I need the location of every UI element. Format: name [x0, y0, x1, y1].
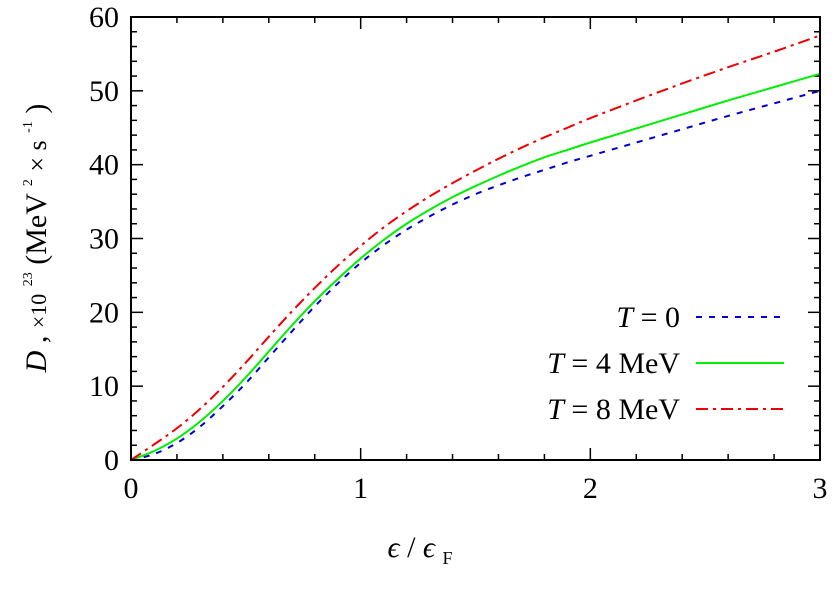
y-label-close: ) [20, 104, 53, 114]
y-tick-label: 60 [89, 1, 119, 34]
x-tick-label: 1 [353, 472, 368, 505]
lines-layer [130, 34, 821, 461]
x-tick-label: 0 [124, 472, 139, 505]
y-tick-label: 30 [89, 223, 119, 256]
x-tick-label: 2 [583, 472, 598, 505]
x-tick-label: 3 [813, 472, 828, 505]
y-label-comma: , [20, 336, 53, 344]
y-tick-label: 20 [89, 296, 119, 329]
y-axis-label: D , ×10 23 (MeV 2 × s -1 ) [6, 104, 53, 374]
plot-frame [130, 16, 821, 461]
legend-symbol: T [547, 393, 566, 426]
legend-symbol: T [616, 301, 635, 334]
y-label-symbol: D [20, 350, 53, 373]
y-label-s-exp: -1 [21, 121, 36, 133]
y-tick-label: 50 [89, 75, 119, 108]
y-tick-label: 10 [89, 370, 119, 403]
y-label-factor: ×10 [26, 294, 51, 328]
x-axis-label: ϵ / ϵ F [387, 531, 452, 568]
legend-value: = 0 [633, 301, 680, 334]
legend-label-3: T = 8 MeV [547, 393, 680, 426]
x-label-symbol: ϵ [387, 531, 401, 564]
y-label-units-exp: 2 [21, 179, 36, 186]
series-line-2 [130, 72, 821, 461]
series-line-1 [130, 89, 821, 461]
y-label-units: (MeV [20, 193, 53, 265]
y-tick-label: 40 [89, 149, 119, 182]
y-label-times-s: × s [23, 140, 52, 171]
series-line-3 [130, 34, 821, 461]
x-label-denom: ϵ [423, 531, 437, 564]
legend-value: = 8 MeV [564, 393, 680, 426]
y-tick-label: 0 [104, 444, 119, 477]
x-label-denom-sub: F [443, 548, 453, 568]
legend-label-1: T = 0 [616, 301, 680, 334]
ticks-layer [130, 16, 821, 461]
y-label-factor-exp: 23 [21, 272, 36, 286]
x-label-slash: / [407, 531, 416, 564]
legend-value: = 4 MeV [564, 347, 680, 380]
legend-label-2: T = 4 MeV [547, 347, 680, 380]
legend-symbol: T [547, 347, 566, 380]
